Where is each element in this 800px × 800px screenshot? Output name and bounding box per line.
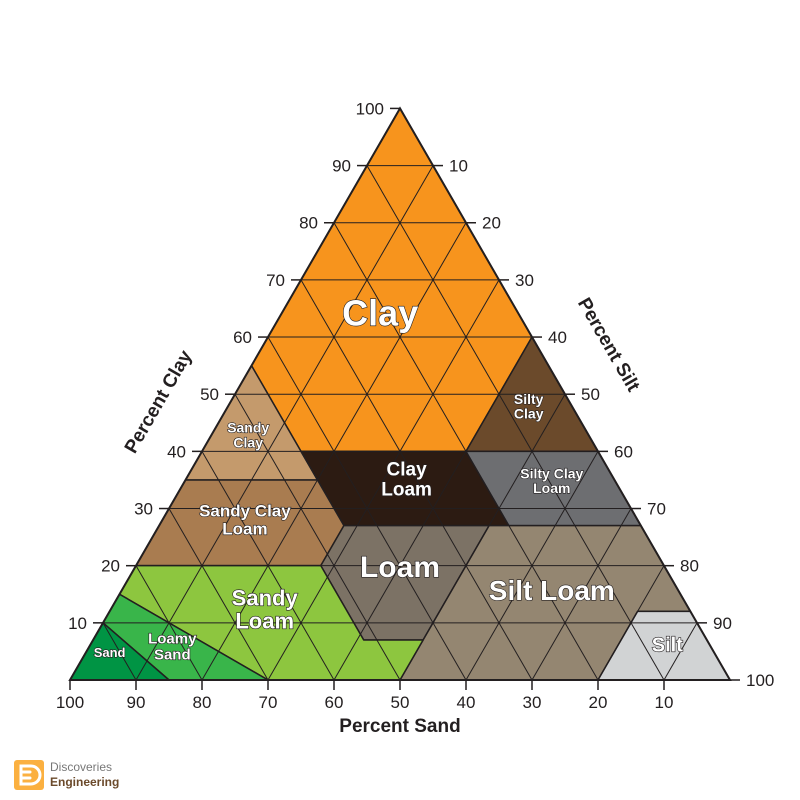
ternary-svg: 10 20 30 40 50 60 70 80 90 100 10 20 30 40 50 60 70 80 90 1… [0, 0, 800, 800]
label-silt-loam: Silt Loam [489, 575, 615, 606]
label-sandy-clay-loam: Sandy Clay [199, 502, 291, 521]
silt-tick-10: 10 [449, 157, 468, 176]
watermark-prefix: Discoveries [50, 760, 112, 774]
sand-tick-80: 80 [193, 693, 212, 712]
label-clay: Clay [342, 293, 418, 334]
clay-tick-10: 10 [68, 614, 87, 633]
silt-tick-30: 30 [515, 271, 534, 290]
silt-tick-80: 80 [680, 557, 699, 576]
clay-tick-70: 70 [266, 271, 285, 290]
sand-tick-100: 100 [56, 693, 84, 712]
sand-tick-90: 90 [127, 693, 146, 712]
silt-tick-70: 70 [647, 500, 666, 519]
label-loam: Loam [360, 551, 440, 584]
watermark: DiscoveriesEngineering [14, 760, 119, 790]
clay-tick-90: 90 [332, 157, 351, 176]
soil-texture-triangle: { "diagram": { "type": "ternary", "width… [0, 0, 800, 800]
sand-tick-50: 50 [391, 693, 410, 712]
label-sand: Sand [94, 645, 126, 660]
label-silty-clay-loam: Silty Clay [520, 465, 583, 481]
label-silty-clay-loam: Loam [533, 480, 570, 496]
label-sandy-clay-loam: Loam [222, 520, 267, 539]
clay-tick-80: 80 [299, 214, 318, 233]
axis-label-sand: Percent Sand [339, 716, 460, 737]
silt-tick-20: 20 [482, 214, 501, 233]
silt-tick-90: 90 [713, 614, 732, 633]
label-loamy-sand: Loamy [148, 631, 197, 648]
label-silty-clay: Silty [514, 391, 544, 407]
clay-tick-20: 20 [101, 557, 120, 576]
label-clay-loam: Loam [381, 480, 432, 501]
sand-tick-60: 60 [325, 693, 344, 712]
silt-tick-40: 40 [548, 328, 567, 347]
label-sandy-clay: Clay [233, 434, 263, 450]
clay-tick-40: 40 [167, 442, 186, 461]
silt-tick-100: 100 [746, 671, 774, 690]
label-sandy-loam: Sandy [232, 586, 299, 611]
label-loamy-sand: Sand [154, 646, 191, 663]
label-sandy-clay: Sandy [227, 420, 269, 436]
sand-tick-20: 20 [589, 693, 608, 712]
sand-tick-70: 70 [259, 693, 278, 712]
sand-tick-30: 30 [523, 693, 542, 712]
sand-tick-40: 40 [457, 693, 476, 712]
silt-tick-50: 50 [581, 385, 600, 404]
label-clay-loam: Clay [387, 460, 428, 481]
silt-tick-60: 60 [614, 442, 633, 461]
label-silt: Silt [652, 634, 683, 656]
clay-tick-30: 30 [134, 500, 153, 519]
clay-tick-100: 100 [356, 99, 384, 118]
sand-tick-10: 10 [655, 693, 674, 712]
label-sandy-loam: Loam [235, 609, 294, 634]
clay-tick-50: 50 [200, 385, 219, 404]
clay-tick-60: 60 [233, 328, 252, 347]
label-silty-clay: Clay [514, 406, 544, 422]
watermark-brand: Engineering [50, 775, 119, 789]
